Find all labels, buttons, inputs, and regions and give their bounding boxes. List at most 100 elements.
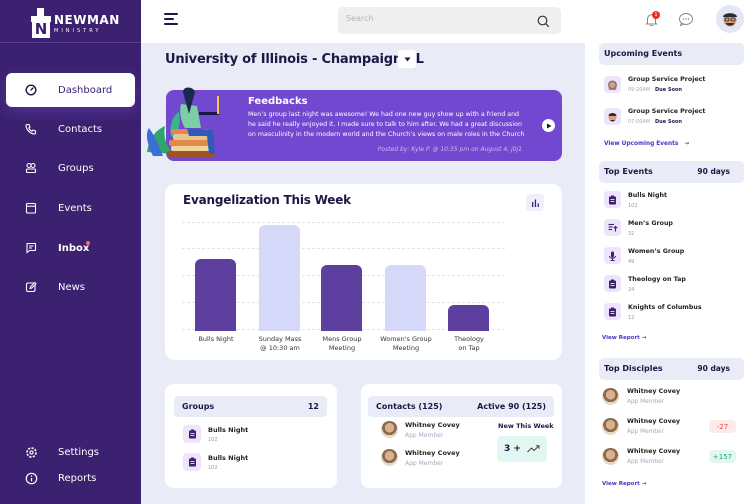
user-avatar[interactable]: [716, 5, 744, 33]
feedback-title: Feedbacks: [248, 96, 308, 107]
sidebar-item-label: Reports: [58, 472, 97, 484]
group-name[interactable]: Bulls Night: [208, 426, 249, 434]
contact-name[interactable]: Whitney Covey: [405, 421, 460, 429]
groups-title: Groups: [182, 402, 215, 411]
evangelization-chart-card: Evangelization This Week Bulls Night Sund…: [165, 184, 562, 360]
event-status: Due Soon: [655, 119, 682, 125]
view-upcoming-events-link[interactable]: View Upcoming Events →: [604, 141, 690, 147]
campus-title: University of Illinois - Champaign, IL: [165, 52, 424, 67]
groups-count: 12: [307, 402, 319, 411]
view-report-link[interactable]: View Report →: [602, 481, 647, 487]
disciple-name[interactable]: Whitney Covey: [627, 448, 681, 455]
hamburger-menu-icon[interactable]: [164, 13, 178, 25]
new-this-week-value: 3 +: [504, 444, 521, 454]
next-feedback-button[interactable]: [542, 119, 555, 132]
top-event-count: 102: [628, 203, 638, 209]
list-arrow-icon: [604, 219, 621, 236]
groups-card: Groups 12 Bulls Night 102 Bulls Night 10…: [165, 384, 337, 488]
trend-up-icon: [527, 445, 540, 453]
campus-dropdown-button[interactable]: [398, 50, 416, 68]
sidebar-item-groups[interactable]: Groups: [6, 151, 135, 185]
event-avatar: [604, 108, 621, 125]
chart-bar[interactable]: [385, 264, 426, 331]
disciple-role: App Member: [627, 429, 665, 435]
contact-avatar: [381, 421, 398, 438]
sidebar-item-inbox[interactable]: Inbox: [6, 231, 135, 265]
new-this-week-label: New This Week: [498, 422, 554, 430]
contact-name[interactable]: Whitney Covey: [405, 449, 460, 457]
sidebar-item-reports[interactable]: Reports: [6, 461, 135, 495]
logo[interactable]: N NEWMAN MINISTRY: [30, 5, 120, 41]
top-event-name[interactable]: Theology on Tap: [628, 276, 686, 283]
chart-type-button[interactable]: [526, 194, 544, 211]
sidebar-item-label: Contacts: [58, 123, 103, 135]
search-input[interactable]: [346, 14, 526, 23]
sidebar-item-news[interactable]: News: [6, 270, 135, 304]
chat-icon[interactable]: [678, 12, 694, 31]
chart-bar[interactable]: [448, 304, 489, 331]
contacts-card-header: Contacts (125) Active 90 (125): [368, 396, 554, 417]
top-events-range[interactable]: 90 days: [697, 167, 730, 176]
bar-chart-icon: [531, 199, 539, 207]
group-count: 102: [208, 437, 218, 443]
top-event-name[interactable]: Knights of Columbus: [628, 304, 702, 311]
search-icon[interactable]: [537, 13, 550, 32]
event-time: 07:00AM: [628, 119, 651, 125]
brand-sub: MINISTRY: [54, 27, 102, 34]
chart-bar[interactable]: [195, 259, 236, 331]
feedback-body: Men’s group last night was awesome! We h…: [248, 111, 525, 138]
reading-woman-illustration: [146, 87, 219, 157]
gear-icon: [24, 445, 38, 459]
sidebar-item-dashboard[interactable]: Dashboard: [6, 73, 135, 107]
top-event-name[interactable]: Women’s Group: [628, 248, 685, 255]
chart-bar[interactable]: [259, 224, 300, 331]
disciple-name[interactable]: Whitney Covey: [627, 388, 681, 395]
upcoming-events-header: Upcoming Events: [599, 43, 744, 65]
logo-cross-icon: N: [30, 8, 52, 38]
disciple-role: App Member: [627, 459, 665, 465]
disciple-avatar: [602, 418, 619, 435]
sidebar-item-contacts[interactable]: Contacts: [6, 112, 135, 146]
view-report-link[interactable]: View Report →: [602, 335, 647, 341]
disciple-name[interactable]: Whitney Covey: [627, 418, 681, 425]
inbox-icon: [24, 241, 38, 255]
disciple-avatar: [602, 388, 619, 405]
contacts-title: Contacts (125): [376, 402, 443, 411]
sidebar: N NEWMAN MINISTRY Dashboard Contacts Gro…: [0, 0, 141, 504]
event-time: 09:20AM: [628, 87, 651, 93]
upcoming-title: Upcoming Events: [604, 49, 683, 58]
top-disciples-range[interactable]: 90 days: [697, 364, 730, 373]
clipboard-icon: [604, 303, 621, 320]
bar-label: Bulls Night: [198, 335, 234, 343]
clipboard-icon: [604, 191, 621, 208]
contacts-card: Contacts (125) Active 90 (125) Whitney C…: [361, 384, 562, 488]
contacts-active: Active 90 (125): [477, 402, 546, 411]
chart-bar[interactable]: [321, 264, 362, 331]
groups-card-header: Groups 12: [174, 396, 327, 417]
top-event-count: 12: [628, 315, 635, 321]
sidebar-item-label: Events: [58, 202, 92, 214]
new-this-week-box: 3 +: [497, 436, 547, 462]
clipboard-icon: [604, 275, 621, 292]
chart-title: Evangelization This Week: [183, 193, 351, 207]
score-change-badge: +157: [709, 450, 736, 463]
phone-icon: [24, 122, 38, 136]
top-event-name[interactable]: Men’s Group: [628, 220, 673, 227]
event-avatar: [604, 76, 621, 93]
top-events-title: Top Events: [604, 167, 653, 176]
top-event-count: 24: [628, 287, 635, 293]
sidebar-item-settings[interactable]: Settings: [6, 435, 135, 469]
bar-label: Mens Group Meeting: [322, 335, 362, 352]
score-change-badge: -27: [709, 420, 736, 433]
group-name[interactable]: Bulls Night: [208, 454, 249, 462]
brand-name: NEWMAN: [54, 12, 120, 27]
sidebar-item-events[interactable]: Events: [6, 191, 135, 225]
event-name[interactable]: Group Service Project: [628, 108, 706, 115]
divider: [0, 42, 141, 43]
disciple-role: App Member: [627, 399, 665, 405]
dashboard-icon: [24, 83, 38, 97]
top-events-header: Top Events 90 days: [599, 161, 744, 183]
top-event-name[interactable]: Bulls Night: [628, 192, 667, 199]
microphone-icon: [604, 247, 621, 264]
event-name[interactable]: Group Service Project: [628, 76, 706, 83]
